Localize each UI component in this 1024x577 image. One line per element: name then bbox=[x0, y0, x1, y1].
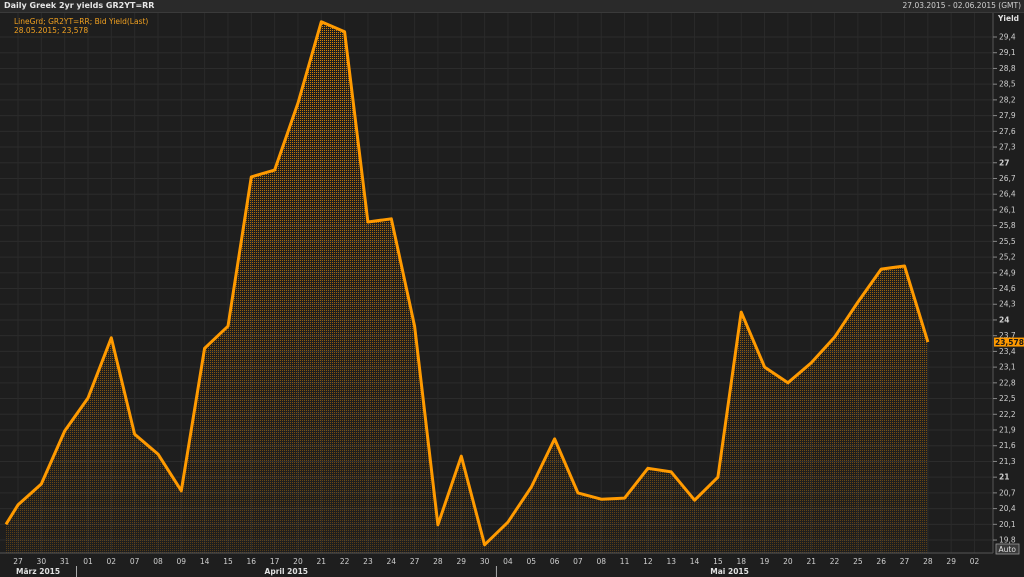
x-tick-label: 08 bbox=[153, 557, 163, 566]
x-tick-label: 08 bbox=[596, 557, 606, 566]
y-tick-label: 28,8 bbox=[999, 64, 1016, 73]
x-tick-label: 16 bbox=[247, 557, 257, 566]
date-range: 27.03.2015 - 02.06.2015 (GMT) bbox=[902, 1, 1021, 10]
y-tick-label: 27 bbox=[999, 158, 1009, 167]
y-tick-label: 26,4 bbox=[999, 190, 1016, 199]
y-tick-label: 27,3 bbox=[999, 143, 1016, 152]
x-tick-label: 19 bbox=[760, 557, 770, 566]
x-tick-label: 23 bbox=[363, 557, 373, 566]
y-tick-label: 29,4 bbox=[999, 33, 1016, 42]
x-tick-label: 05 bbox=[526, 557, 536, 566]
y-tick-label: 20,1 bbox=[999, 520, 1016, 529]
y-tick-label: 22,2 bbox=[999, 410, 1016, 419]
x-tick-label: 21 bbox=[317, 557, 327, 566]
y-tick-label: 20,4 bbox=[999, 504, 1016, 513]
x-tick-label: 07 bbox=[573, 557, 583, 566]
x-tick-label: 25 bbox=[853, 557, 863, 566]
x-tick-label: 01 bbox=[83, 557, 93, 566]
x-tick-label: 15 bbox=[223, 557, 233, 566]
y-tick-label: 23,7 bbox=[999, 331, 1016, 340]
x-tick-label: 04 bbox=[503, 557, 513, 566]
x-tick-label: 21 bbox=[806, 557, 816, 566]
y-tick-label: 25,2 bbox=[999, 253, 1016, 262]
y-tick-label: 21,3 bbox=[999, 457, 1016, 466]
y-tick-label: 20,7 bbox=[999, 488, 1016, 497]
x-tick-label: 27 bbox=[13, 557, 23, 566]
last-value-marker bbox=[994, 337, 1024, 347]
x-tick-label: 22 bbox=[340, 557, 350, 566]
y-tick-label: 26,7 bbox=[999, 174, 1016, 183]
x-tick-label: 12 bbox=[643, 557, 653, 566]
y-tick-label: 22,5 bbox=[999, 394, 1016, 403]
y-tick-label: 24 bbox=[999, 315, 1009, 324]
x-tick-label: 30 bbox=[480, 557, 490, 566]
y-tick-label: 27,6 bbox=[999, 127, 1016, 136]
y-tick-label: 25,5 bbox=[999, 237, 1016, 246]
legend-series: LineGrd; GR2YT=RR; Bid Yield(Last) bbox=[14, 17, 149, 26]
month-label: April 2015 bbox=[265, 567, 309, 576]
x-tick-label: 28 bbox=[923, 557, 933, 566]
auto-scale-button[interactable]: Auto bbox=[995, 543, 1020, 555]
x-tick-label: 20 bbox=[783, 557, 793, 566]
x-tick-label: 14 bbox=[690, 557, 700, 566]
x-tick-label: 31 bbox=[60, 557, 70, 566]
y-tick-label: 23,4 bbox=[999, 347, 1016, 356]
x-tick-label: 24 bbox=[387, 557, 397, 566]
y-tick-label: 22,8 bbox=[999, 378, 1016, 387]
x-tick-label: 22 bbox=[830, 557, 840, 566]
y-tick-label: 24,6 bbox=[999, 284, 1016, 293]
x-tick-label: 07 bbox=[130, 557, 140, 566]
y-tick-label: 26,1 bbox=[999, 205, 1016, 214]
x-tick-label: 27 bbox=[900, 557, 910, 566]
y-tick-label: 19,8 bbox=[999, 536, 1016, 545]
legend: LineGrd; GR2YT=RR; Bid Yield(Last) 28.05… bbox=[14, 17, 148, 35]
series-line bbox=[4, 20, 930, 547]
y-tick-label: 23,1 bbox=[999, 363, 1016, 372]
y-tick-label: 21,9 bbox=[999, 426, 1016, 435]
auto-button-label[interactable]: Auto bbox=[999, 545, 1017, 554]
y-tick-label: 28,5 bbox=[999, 80, 1016, 89]
month-label: März 2015 bbox=[16, 567, 60, 576]
x-tick-label: 20 bbox=[293, 557, 303, 566]
x-tick-label: 02 bbox=[970, 557, 980, 566]
legend-last-value: 28.05.2015; 23,578 bbox=[14, 26, 89, 35]
area-fill bbox=[6, 21, 928, 554]
x-tick-label: 09 bbox=[177, 557, 187, 566]
x-tick-label: 27 bbox=[410, 557, 420, 566]
y-tick-label: 28,2 bbox=[999, 95, 1016, 104]
x-tick-label: 18 bbox=[736, 557, 746, 566]
month-label: Mai 2015 bbox=[710, 567, 749, 576]
x-tick-label: 06 bbox=[550, 557, 560, 566]
x-tick-label: 29 bbox=[946, 557, 956, 566]
x-tick-label: 13 bbox=[666, 557, 676, 566]
last-value-label: 23,578 bbox=[995, 338, 1024, 347]
chart-title: Daily Greek 2yr yields GR2YT=RR bbox=[4, 1, 155, 10]
x-axis: 27 30 31 01 02 07 08 09 14 15 16 17 20 21 22 23 24 27 28 29… bbox=[13, 557, 979, 566]
x-tick-label: 11 bbox=[620, 557, 630, 566]
x-tick-label: 28 bbox=[433, 557, 443, 566]
x-tick-label: 30 bbox=[37, 557, 47, 566]
x-tick-label: 14 bbox=[200, 557, 210, 566]
month-axis: März 2015 April 2015 Mai 2015 bbox=[16, 566, 749, 577]
y-tick-label: 21 bbox=[999, 473, 1009, 482]
y-tick-label: 24,3 bbox=[999, 300, 1016, 309]
x-tick-label: 29 bbox=[456, 557, 466, 566]
y-tick-label: 21,6 bbox=[999, 441, 1016, 450]
x-tick-label: 26 bbox=[876, 557, 886, 566]
y-tick-label: 29,1 bbox=[999, 48, 1016, 57]
y-axis: 29,4 29,1 28,8 28,5 28,2 27,9 27,6 27,3 27 26,7 26… bbox=[993, 33, 1016, 545]
title-bar: Daily Greek 2yr yields GR2YT=RR 27.03.20… bbox=[0, 0, 1024, 13]
y-tick-label: 24,9 bbox=[999, 268, 1016, 277]
y-tick-label: 27,9 bbox=[999, 111, 1016, 120]
x-tick-label: 02 bbox=[107, 557, 117, 566]
y-axis-title: Yield bbox=[997, 14, 1019, 23]
x-tick-label: 17 bbox=[270, 557, 280, 566]
y-tick-label: 25,8 bbox=[999, 221, 1016, 230]
x-tick-label: 15 bbox=[713, 557, 723, 566]
